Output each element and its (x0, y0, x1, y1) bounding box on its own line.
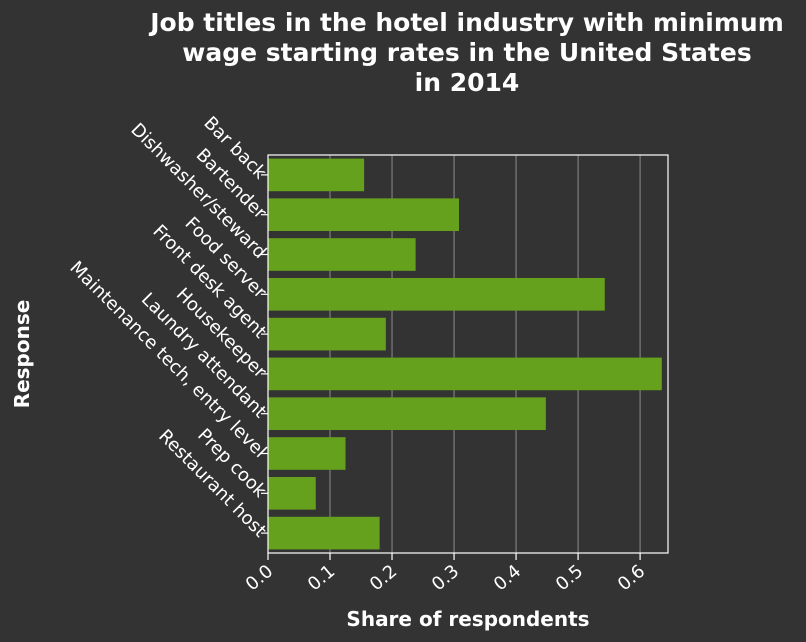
x-tick-label-1: 0.1 (304, 561, 339, 595)
bar-5 (268, 317, 386, 351)
x-tick-label-5: 0.5 (552, 561, 587, 595)
x-tick-label-2: 0.2 (366, 561, 401, 595)
x-tick-label-0: 0.0 (242, 561, 277, 595)
x-tick-label-4: 0.4 (490, 561, 525, 595)
y-ticks: Bar backBartenderDishwasher/stewardFood … (66, 113, 271, 542)
bar-3 (268, 238, 416, 271)
x-axis-label: Share of respondents (346, 607, 589, 631)
x-ticks: 0.0 0.1 0.2 0.3 0.4 0.5 0.6 (242, 553, 649, 595)
chart-title-line-3: in 2014 (415, 68, 520, 97)
plot-border (267, 154, 669, 554)
bar-2 (268, 198, 460, 232)
bar-6 (268, 357, 662, 391)
bar-9 (268, 476, 316, 510)
bar-7 (268, 397, 546, 431)
x-tick-label-3: 0.3 (428, 561, 463, 595)
bar-1 (268, 158, 365, 192)
x-tick-label-6: 0.6 (614, 561, 649, 595)
bars (268, 158, 662, 550)
bar-4 (268, 277, 605, 311)
y-axis-label: Response (10, 300, 34, 409)
bar-8 (268, 437, 346, 470)
chart-title-line-1: Job titles in the hotel industry with mi… (148, 8, 784, 37)
bar-10 (268, 516, 380, 550)
chart-title-line-2: wage starting rates in the United States (182, 38, 751, 67)
